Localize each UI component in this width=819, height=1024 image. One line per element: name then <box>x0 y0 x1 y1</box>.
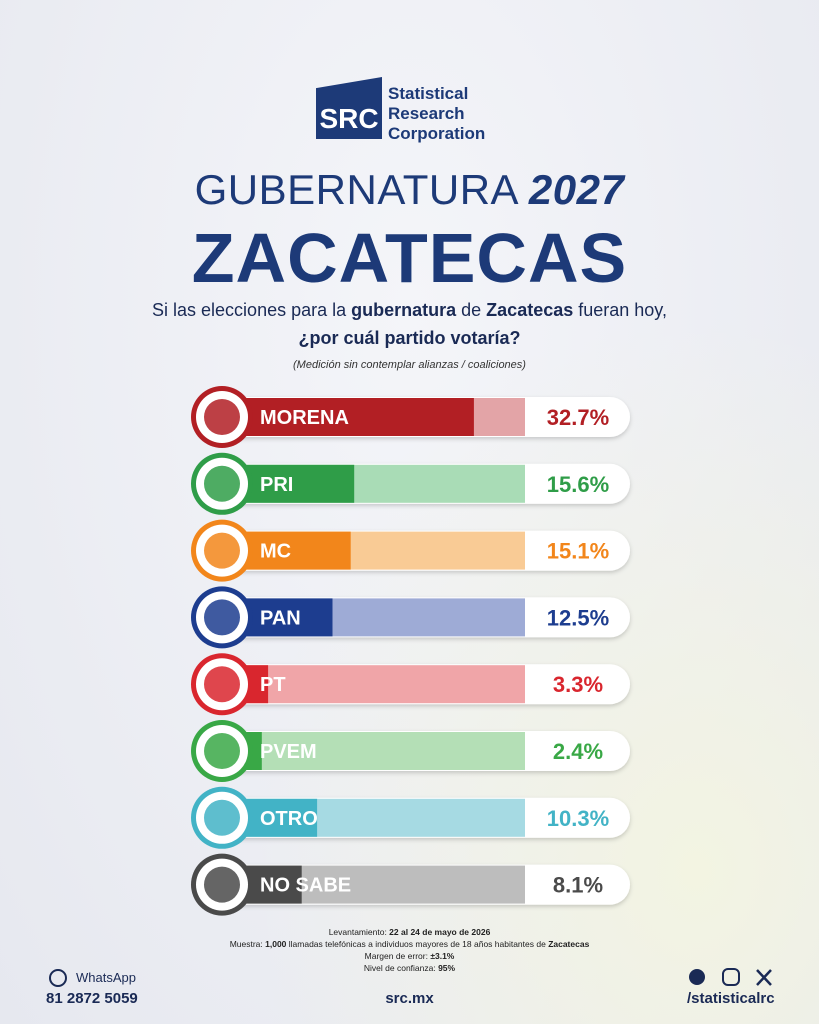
text-segment: de <box>456 300 487 320</box>
x-icon[interactable] <box>756 969 772 986</box>
bar <box>245 464 355 503</box>
question: Si las elecciones para la gubernatura de… <box>0 300 819 321</box>
category-label: OTRO <box>260 808 318 830</box>
text-segment: gubernatura <box>351 300 457 320</box>
methodology-line: Nivel de confianza: 95% <box>0 962 819 974</box>
party-logo <box>204 465 240 502</box>
text-segment: 22 al 24 de mayo de 2026 <box>389 927 491 937</box>
value-label: 32.7% <box>547 405 609 430</box>
category-label: NO SABE <box>260 875 351 897</box>
title: GUBERNATURA 2027 <box>0 166 819 214</box>
title-year: 2027 <box>528 166 625 213</box>
bar <box>245 531 351 570</box>
methodology-line: Levantamiento: 22 al 24 de mayo de 2026 <box>0 926 819 938</box>
social-handle[interactable]: /statisticalrc <box>687 990 775 1007</box>
website[interactable]: src.mx <box>385 990 434 1007</box>
bar-track <box>215 732 525 770</box>
category-label: PRI <box>260 474 293 496</box>
party-logo <box>204 666 240 703</box>
logo: SRC <box>316 77 382 139</box>
value-label: 2.4% <box>553 739 603 764</box>
text-segment: Muestra: <box>229 939 266 949</box>
value-label: 3.3% <box>553 672 603 697</box>
category-label: MC <box>260 541 291 563</box>
text-segment: llamadas telefónicas a individuos mayore… <box>286 939 549 949</box>
text-segment: Zacatecas <box>486 300 574 320</box>
bar <box>245 398 474 436</box>
whatsapp-icon[interactable] <box>49 969 67 987</box>
party-logo <box>204 733 240 769</box>
brand-line: Corporation <box>388 124 486 143</box>
text-segment: Nivel de confianza: <box>363 963 439 973</box>
category-label: PT <box>260 674 286 696</box>
category-label: MORENA <box>260 407 349 429</box>
phone[interactable]: 81 2872 5059 <box>46 990 138 1007</box>
question-2: ¿por cuál partido votaría? <box>298 328 521 348</box>
title-text: GUBERNATURA <box>194 166 517 213</box>
text-segment: Si las elecciones para la <box>152 300 352 320</box>
text-segment: 95% <box>438 963 456 973</box>
party-logo <box>204 599 240 636</box>
note: (Medición sin contemplar alianzas / coal… <box>293 359 526 371</box>
value-label: 10.3% <box>547 806 609 831</box>
party-logo <box>204 799 240 836</box>
bar <box>245 598 333 637</box>
category-label: PVEM <box>260 741 317 763</box>
text-segment: Margen de error: <box>364 951 431 961</box>
brand-line: Research <box>388 104 465 123</box>
text-segment: fueran hoy, <box>573 300 667 320</box>
value-label: 12.5% <box>547 605 609 630</box>
facebook-icon[interactable] <box>689 969 705 985</box>
methodology-line: Margen de error: ±3.1% <box>0 950 819 962</box>
text-segment: 1,000 <box>265 939 287 949</box>
methodology-line: Muestra: 1,000 llamadas telefónicas a in… <box>0 938 819 950</box>
instagram-icon[interactable] <box>722 968 740 986</box>
party-logo <box>204 866 240 903</box>
bar <box>245 798 318 837</box>
brand-line: Statistical <box>388 84 469 103</box>
party-logo <box>204 532 240 569</box>
category-label: PAN <box>260 607 301 629</box>
text-segment: ±3.1% <box>430 951 455 961</box>
state: ZACATECAS <box>191 219 628 297</box>
text-segment: Levantamiento: <box>328 927 390 937</box>
whatsapp-label: WhatsApp <box>76 970 136 985</box>
value-label: 8.1% <box>553 873 603 898</box>
party-logo <box>204 399 240 435</box>
value-label: 15.6% <box>547 472 609 497</box>
methodology: Levantamiento: 22 al 24 de mayo de 2026 M… <box>0 926 819 974</box>
bar <box>245 865 302 904</box>
value-label: 15.1% <box>547 539 609 564</box>
text-segment: Zacatecas <box>548 939 590 949</box>
